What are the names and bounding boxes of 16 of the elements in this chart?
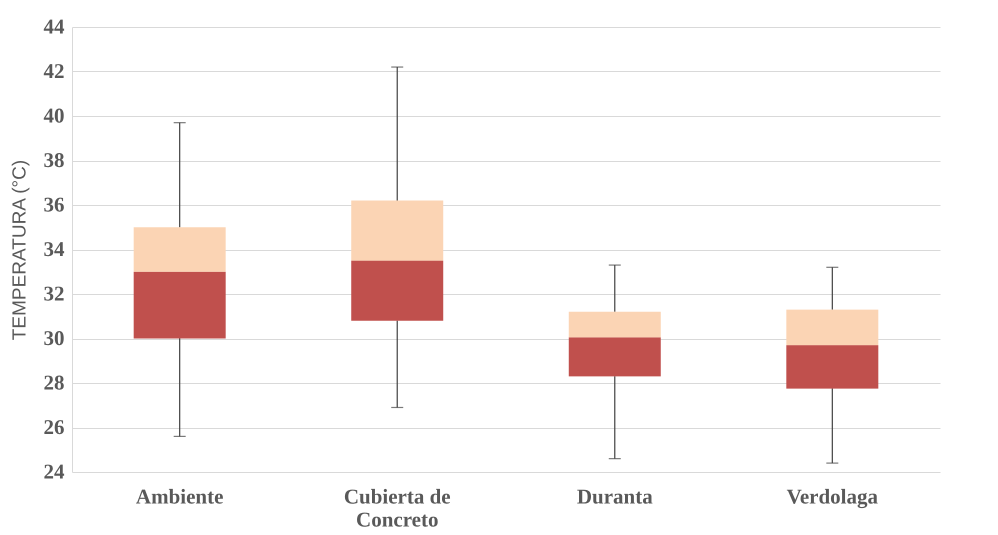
y-tick-label: 42 xyxy=(44,59,64,83)
x-tick-label: Verdolaga xyxy=(786,484,879,508)
x-tick-label: Duranta xyxy=(576,484,654,508)
y-tick-label: 36 xyxy=(44,192,64,216)
y-tick-label: 38 xyxy=(44,148,64,172)
y-tick-label: 28 xyxy=(44,370,64,394)
x-tick-label: Cubierta de Concreto xyxy=(344,484,451,532)
x-tick-label: Ambiente xyxy=(136,484,224,508)
y-tick-label: 44 xyxy=(44,14,65,38)
y-axis-title: TEMPERATURA (°C) xyxy=(10,160,30,340)
y-tick-label: 40 xyxy=(44,104,64,128)
y-tick-label: 24 xyxy=(44,460,65,484)
y-tick-label: 34 xyxy=(44,237,65,261)
y-tick-label: 26 xyxy=(44,415,64,439)
y-tick-label: 30 xyxy=(44,326,64,350)
y-tick-label: 32 xyxy=(44,282,64,306)
